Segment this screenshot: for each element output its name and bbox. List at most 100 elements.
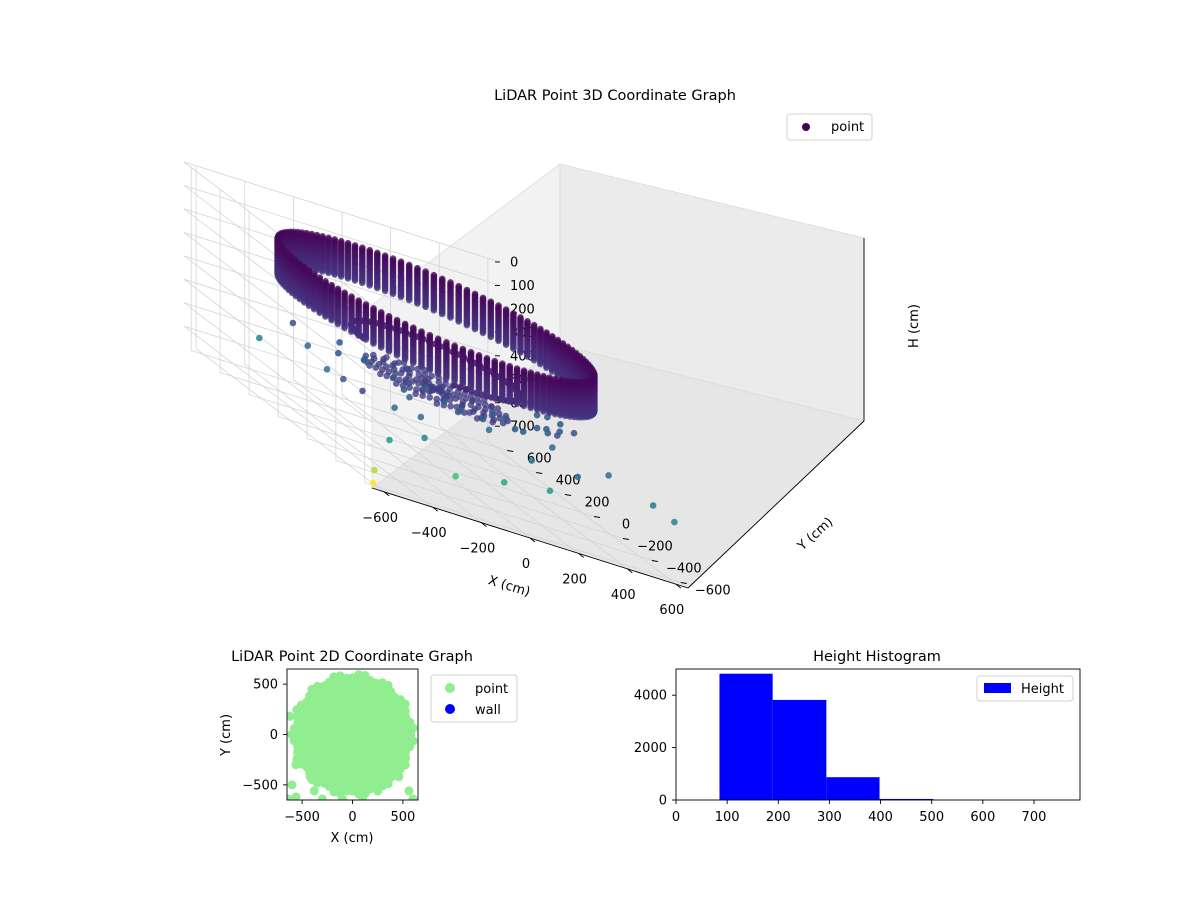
lidar-point [491,357,499,365]
lidar-point [397,258,405,266]
histogram-bar [826,777,880,800]
point-marker [358,792,368,800]
outlier-point [570,429,578,437]
point-marker [373,786,383,796]
lidar-point [530,321,538,329]
x-tick-label-hist: 300 [817,810,842,825]
legend-histogram-swatch [984,683,1011,693]
lidar-point [557,421,564,428]
y-tick-label-2d: 0 [270,728,278,743]
lidar-point [456,407,464,414]
lidar-point [430,271,438,279]
outlier-point [546,487,554,495]
z-tick-label-3d: 0 [510,256,518,271]
lidar-point [319,233,326,240]
lidar-point [377,309,385,316]
plot-2d-area [287,670,418,800]
outlier-point [485,426,493,434]
lidar-point [533,411,541,419]
lidar-point [344,239,352,247]
outlier-point [421,434,428,442]
x-tick-mark-3d [432,506,439,512]
legend-2d-label-wall: wall [475,703,501,718]
point-marker [319,681,329,691]
lidar-point [422,385,430,392]
lidar-point [435,378,443,386]
x-tick-mark-3d [529,537,536,543]
lidar-point [499,360,506,368]
x-tick-label-2d: 0 [348,810,356,825]
point-marker [400,706,410,716]
outlier-point [549,444,556,451]
point-marker [317,770,327,780]
lidar-point [348,293,355,300]
grid-line-z [183,325,501,470]
point-marker [331,738,341,748]
x-tick-mark-3d [481,522,487,527]
lidar-point [381,252,389,259]
lidar-point [481,401,489,408]
x-tick-label-hist: 0 [672,810,680,825]
lidar-point [546,374,553,381]
point-marker [312,778,322,788]
lidar-point [405,261,413,269]
x-tick-label-3d: −600 [362,511,398,526]
lidar-point [393,380,400,387]
legend-2d-marker-point [445,683,455,693]
histogram-frame [675,668,1081,801]
lidar-point [554,336,562,344]
point-marker [404,786,414,796]
lidar-point [377,370,384,378]
lidar-point [385,312,393,320]
lidar-point [543,329,550,336]
lidar-point [415,380,422,387]
lidar-point [310,270,318,278]
lidar-point [513,365,521,372]
lidar-point [447,279,454,286]
lidar-point [359,244,366,251]
point-marker [368,745,378,755]
outlier-point [289,319,297,327]
outlier-point [391,404,398,412]
lidar-point [389,255,397,262]
lidar-point [527,369,535,377]
y-tick-label-3d: −400 [666,562,702,577]
legend-2d-marker-wall [445,704,455,714]
lidar-point [488,403,495,410]
lidar-point [447,402,455,410]
lidar-point [337,237,345,245]
lidar-point [426,331,434,339]
lidar-point [524,318,531,325]
lidar-point [490,410,497,418]
outlier-point [255,334,263,342]
outlier-point [605,472,612,479]
lidar-point [393,316,401,324]
lidar-point [559,340,567,347]
y-tick-label-3d: 200 [585,496,610,511]
x-tick-label-hist: 700 [1022,810,1047,825]
point-marker [287,711,295,721]
lidar-point [426,394,434,401]
point-marker [394,772,404,782]
chart-2d-title: LiDAR Point 2D Coordinate Graph [231,649,473,665]
lidar-point [499,419,507,427]
x-tick-label-hist: 400 [868,810,893,825]
chart-3d: LiDAR Point 3D Coordinate Graph −600 −400… [183,88,922,618]
lidar-point [390,374,397,382]
grid-line-z [183,232,501,376]
lidar-point [322,278,329,285]
point-marker [305,772,315,782]
lidar-point [335,349,342,357]
lidar-point [355,297,362,304]
lidar-point [551,375,559,383]
lidar-point [438,275,446,283]
histogram-bars [719,673,1074,800]
point-marker [337,794,347,800]
x-tick-label-3d: 200 [562,572,587,587]
outlier-point [452,473,459,480]
point-marker [401,753,411,763]
lidar-point [434,335,442,343]
y-axis-label-3d: Y (cm) [794,515,836,555]
legend-histogram-label: Height [1021,682,1064,697]
